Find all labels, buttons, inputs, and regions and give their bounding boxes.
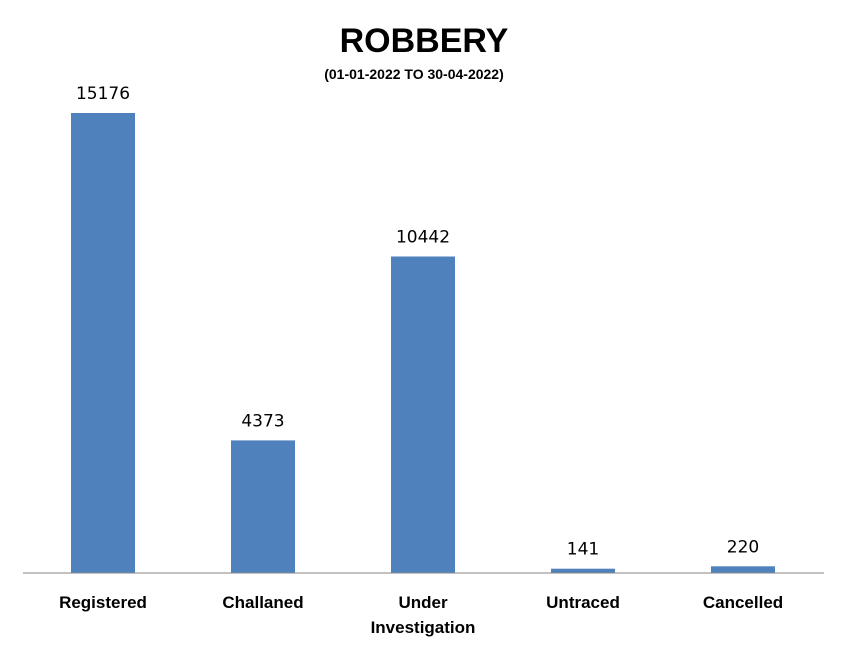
data-label: 141 bbox=[567, 540, 599, 560]
category-label: Cancelled bbox=[703, 593, 783, 612]
category-labels-group: Registered Challaned Under Investigation Unt… bbox=[59, 593, 783, 637]
category-label: Challaned bbox=[222, 593, 303, 612]
data-label: 4373 bbox=[241, 411, 284, 431]
category-label: Untraced bbox=[546, 593, 620, 612]
category-label: Under Investigation bbox=[371, 593, 476, 637]
data-label: 15176 bbox=[76, 84, 130, 104]
bar-registered bbox=[71, 113, 135, 573]
category-label: Registered bbox=[59, 593, 147, 612]
bar-untraced bbox=[551, 568, 615, 573]
data-labels-group: 15176 4373 10442 141 220 bbox=[76, 84, 759, 560]
data-label: 220 bbox=[727, 537, 759, 557]
chart-title: ROBBERY bbox=[340, 22, 509, 60]
bars-group bbox=[71, 113, 775, 573]
bar-challaned bbox=[231, 440, 295, 573]
bar-cancelled bbox=[711, 566, 775, 573]
chart-subtitle: (01-01-2022 TO 30-04-2022) bbox=[324, 66, 504, 82]
data-label: 10442 bbox=[396, 228, 450, 248]
bar-under-investigation bbox=[391, 256, 455, 573]
